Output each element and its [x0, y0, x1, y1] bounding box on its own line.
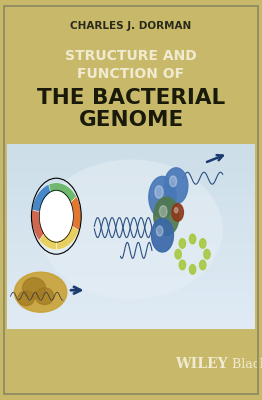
Circle shape [175, 250, 181, 259]
Bar [7, 144, 255, 149]
Bar [7, 253, 255, 258]
Bar [7, 315, 255, 320]
Circle shape [40, 191, 73, 241]
Ellipse shape [14, 272, 67, 312]
Bar [7, 248, 255, 253]
Bar [7, 206, 255, 210]
Bar [7, 329, 255, 393]
Bar [7, 210, 255, 215]
Bar [7, 263, 255, 268]
Bar [7, 282, 255, 286]
Bar [7, 310, 255, 315]
Text: CHARLES J. DORMAN: CHARLES J. DORMAN [70, 21, 192, 31]
Circle shape [179, 239, 185, 248]
Circle shape [170, 176, 177, 187]
Bar [7, 225, 255, 230]
Bar [7, 234, 255, 239]
Bar [7, 168, 255, 172]
Circle shape [155, 186, 163, 198]
Ellipse shape [23, 278, 46, 299]
Circle shape [156, 226, 163, 236]
Bar [7, 329, 255, 334]
Bar [7, 163, 255, 168]
Bar [7, 177, 255, 182]
Bar [7, 192, 255, 196]
Circle shape [189, 234, 196, 244]
Polygon shape [70, 196, 81, 230]
Bar [7, 182, 255, 187]
Bar [7, 296, 255, 301]
Circle shape [174, 208, 178, 213]
Polygon shape [39, 233, 56, 250]
Polygon shape [32, 184, 51, 212]
Text: GENOME: GENOME [78, 110, 184, 130]
Bar [7, 258, 255, 263]
Circle shape [189, 265, 196, 274]
Bar [7, 239, 255, 244]
Circle shape [172, 204, 183, 221]
Bar [7, 187, 255, 192]
Polygon shape [49, 183, 77, 203]
Bar [7, 196, 255, 201]
Text: WILEY: WILEY [175, 357, 228, 371]
Bar [7, 172, 255, 177]
Bar [7, 301, 255, 306]
Bar [7, 291, 255, 296]
Polygon shape [31, 210, 45, 240]
Bar [7, 306, 255, 310]
Ellipse shape [18, 291, 34, 306]
Bar [7, 268, 255, 272]
Circle shape [154, 197, 179, 235]
Bar [7, 286, 255, 291]
Bar [7, 272, 255, 277]
Bar [7, 220, 255, 225]
Ellipse shape [35, 288, 54, 305]
Bar [7, 244, 255, 248]
Bar [7, 201, 255, 206]
Bar [7, 149, 255, 154]
Bar [7, 158, 255, 163]
Bar [7, 320, 255, 324]
Bar [7, 215, 255, 220]
Polygon shape [56, 226, 79, 250]
Bar [7, 324, 255, 329]
Circle shape [204, 250, 210, 259]
Bar [7, 277, 255, 282]
Text: Blackwell: Blackwell [228, 358, 262, 370]
Circle shape [200, 239, 206, 248]
Circle shape [151, 218, 173, 252]
Circle shape [200, 260, 206, 270]
Circle shape [179, 260, 185, 270]
Circle shape [160, 206, 167, 217]
Text: FUNCTION OF: FUNCTION OF [78, 67, 184, 81]
Circle shape [164, 168, 188, 204]
Bar [7, 334, 255, 335]
Bar [7, 230, 255, 234]
Ellipse shape [39, 160, 223, 300]
Bar [7, 154, 255, 158]
Text: STRUCTURE AND: STRUCTURE AND [65, 49, 197, 63]
Text: THE BACTERIAL: THE BACTERIAL [37, 88, 225, 108]
Circle shape [149, 176, 176, 218]
